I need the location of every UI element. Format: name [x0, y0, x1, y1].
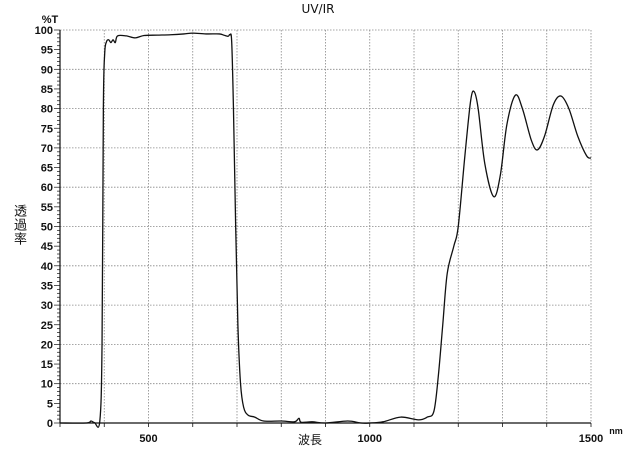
y-tick-label: 55 — [41, 202, 53, 214]
y-tick-label: 65 — [41, 163, 53, 175]
y-tick-label: 50 — [41, 222, 53, 234]
y-tick-label: 15 — [41, 359, 53, 371]
x-ticks: 500 1000 1500 — [139, 433, 603, 445]
x-tick-label: 1500 — [579, 433, 603, 445]
x-tick-label: 1000 — [358, 433, 382, 445]
y-unit-label: %T — [42, 14, 59, 26]
y-tick-label: 30 — [41, 300, 53, 312]
y-tick-label: 20 — [41, 339, 53, 351]
y-axis-label: 透過率 — [11, 204, 26, 246]
y-tick-label: 5 — [47, 398, 53, 410]
x-tick-label: 500 — [139, 433, 157, 445]
y-tick-label: 60 — [41, 182, 53, 194]
grid — [60, 29, 592, 423]
y-tick-label: 75 — [41, 123, 53, 135]
y-ticks: 0 5 10 15 20 25 30 35 40 45 50 55 60 65 70 75 80 85 90 95 10… — [35, 25, 53, 430]
y-tick-label: 85 — [41, 84, 53, 96]
y-tick-label: 0 — [47, 418, 53, 430]
y-tick-label: 45 — [41, 241, 53, 253]
y-tick-label: 95 — [41, 45, 53, 57]
y-tick-label: 100 — [35, 25, 53, 37]
y-tick-label: 70 — [41, 143, 53, 155]
series-line — [59, 32, 592, 428]
x-axis-label: 波長 — [298, 433, 322, 447]
y-tick-label: 80 — [41, 104, 53, 116]
y-tick-label: 40 — [41, 261, 53, 273]
y-tick-label: 90 — [41, 64, 53, 76]
y-tick-label: 10 — [41, 379, 53, 391]
axes — [54, 29, 592, 427]
chart-title: UV/IR — [302, 2, 335, 16]
x-unit-label: nm — [609, 426, 623, 436]
y-tick-label: 35 — [41, 280, 53, 292]
y-tick-label: 25 — [41, 320, 53, 332]
